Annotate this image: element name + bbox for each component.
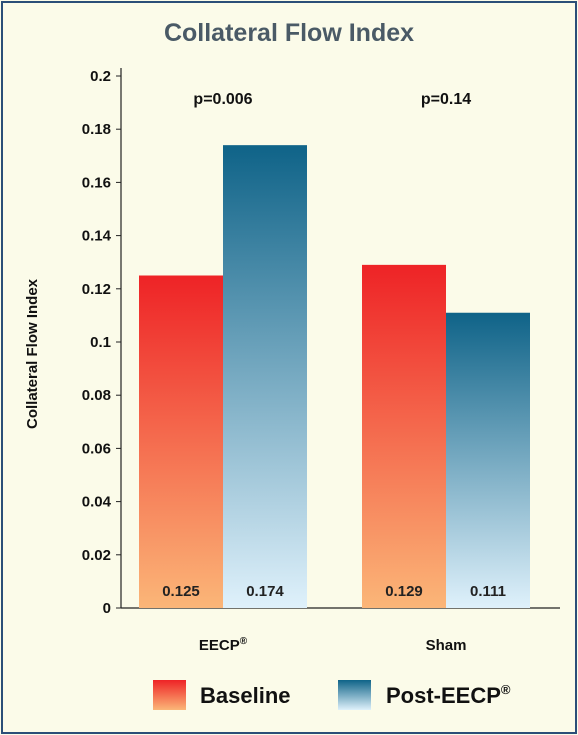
y-tick-label: 0.06 [82,440,111,457]
legend-swatch-baseline [153,680,186,710]
y-tick-label: 0.14 [82,228,112,245]
y-tick-label: 0.16 [82,174,111,191]
y-tick-label: 0 [103,600,111,617]
chart-title: Collateral Flow Index [163,19,415,47]
y-tick-label: 0.18 [82,121,111,138]
labels: 0.125 0.174 EECP® p=0.006 0.129 0.111 Sham p=0.… [162,91,506,654]
category-label-sham: Sham [426,637,467,654]
legend: Baseline Post-EECP® [153,680,511,710]
bars [139,145,530,608]
legend-label: Post-EECP® [386,682,511,708]
y-tick-label: 0.02 [82,547,111,564]
data-label: 0.125 [162,583,200,600]
p-value-annotation: p=0.006 [193,91,252,108]
data-label: 0.111 [470,583,506,600]
bar-post-eecp-eecp [223,145,307,608]
p-value-annotation: p=0.14 [421,91,471,108]
y-tick-label: 0.04 [82,494,112,511]
data-label: 0.129 [385,583,423,600]
data-label: 0.174 [246,583,284,600]
bar-baseline-sham [362,264,446,608]
y-tick-label: 0.12 [82,281,111,298]
category-label-eecp: EECP® [199,636,248,654]
axes: 0 0.02 0.04 0.06 0.08 0.1 0.12 0.14 0.16 0.18 0.2 C… [24,68,560,617]
y-axis-label: Collateral Flow Index [24,278,41,429]
legend-label: Baseline [200,683,291,708]
y-tick-label: 0.2 [90,68,111,85]
y-tick-label: 0.1 [90,334,111,351]
bar-post-eecp-sham [446,312,530,608]
y-tick-label: 0.08 [82,387,111,404]
legend-swatch-post-eecp [338,680,371,710]
bar-baseline-eecp [139,275,223,608]
